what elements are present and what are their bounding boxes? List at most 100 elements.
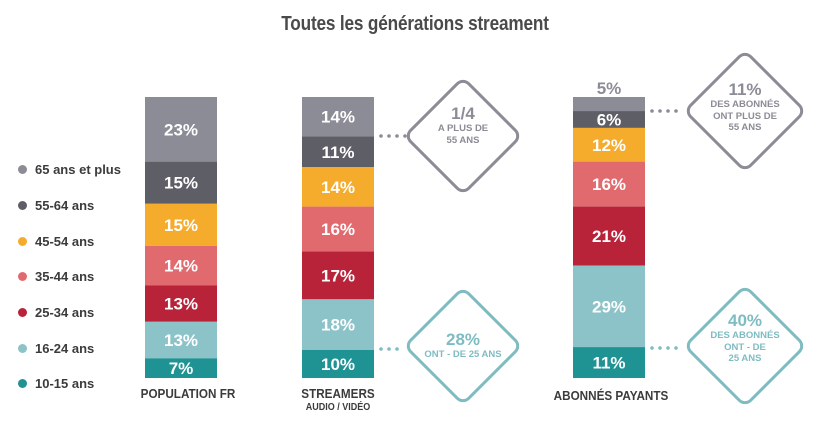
callout-diamond xyxy=(686,52,804,170)
legend-dot-icon xyxy=(18,379,27,389)
bar-segment xyxy=(145,245,217,286)
callout-line: ONT PLUS DE xyxy=(713,110,777,122)
bar-segment xyxy=(573,97,645,112)
data-label: 11% xyxy=(592,354,625,373)
connector-dot xyxy=(666,346,670,350)
category-sublabel: AUDIO / VIDÉO xyxy=(305,402,371,413)
legend-label: 65 ans et plus xyxy=(35,162,121,178)
connector-dot xyxy=(387,134,391,138)
data-label: 7% xyxy=(169,359,194,378)
connector-dot xyxy=(379,134,383,138)
callout-line: A PLUS DE xyxy=(437,123,489,134)
category-label: STREAMERS AUDIO / VIDÉO xyxy=(275,386,401,413)
callout-text: 40% DES ABONNÉS ONT - DE 25 ANS xyxy=(690,311,800,365)
data-label: 17% xyxy=(321,266,355,285)
bar-segment xyxy=(573,265,645,348)
legend-item: 16-24 ans xyxy=(18,330,121,366)
callout-line: 55 ANS xyxy=(446,134,480,146)
connector-dot xyxy=(658,109,662,113)
connector-dot xyxy=(387,347,391,351)
bar-segment xyxy=(573,206,645,266)
callout-text: 1/4 A PLUS DE 55 ANS xyxy=(417,104,509,146)
legend-dot-icon xyxy=(18,236,27,246)
data-label: 15% xyxy=(164,174,198,193)
bar-segment xyxy=(145,358,217,378)
callout-line: ONT - DE 25 ANS xyxy=(424,349,502,360)
bar-segment xyxy=(302,251,374,300)
legend-dot-icon xyxy=(18,272,27,282)
connector-dot xyxy=(395,134,399,138)
data-label: 10% xyxy=(321,355,355,374)
connector-dot xyxy=(650,109,654,113)
data-label: 15% xyxy=(164,216,198,235)
callout-text: 28% ONT - DE 25 ANS xyxy=(412,330,514,361)
category-label: ABONNÉS PAYANTS xyxy=(553,388,669,403)
bar-segment xyxy=(302,349,374,378)
bar-segment xyxy=(573,161,645,207)
data-label: 13% xyxy=(164,295,198,314)
data-label: 23% xyxy=(164,120,198,139)
bar-segment xyxy=(302,167,374,207)
connector-dot xyxy=(650,346,654,350)
legend-item: 65 ans et plus xyxy=(18,152,121,188)
legend-label: 45-54 ans xyxy=(35,233,95,249)
bar-segment xyxy=(145,161,217,204)
legend-dot-icon xyxy=(18,201,27,211)
bar-segment xyxy=(145,285,217,322)
bar-segment xyxy=(573,111,645,128)
legend-item: 10-15 ans xyxy=(18,366,121,402)
callout-text: 11% DES ABONNÉS ONT PLUS DE 55 ANS xyxy=(690,80,800,134)
category-label: POPULATION FR xyxy=(140,386,236,401)
callout-value: 11% xyxy=(728,80,762,99)
legend-item: 55-64 ans xyxy=(18,188,121,224)
connector-dot xyxy=(395,347,399,351)
bar-segment xyxy=(145,203,217,246)
callout-line: ONT - DE xyxy=(724,341,766,353)
data-label: 12% xyxy=(592,136,626,155)
connector-dot xyxy=(658,346,662,350)
connector-dot xyxy=(674,346,678,350)
data-label: 5% xyxy=(597,79,622,98)
bar-segment xyxy=(573,127,645,162)
legend-item: 45-54 ans xyxy=(18,223,121,259)
bar-segment xyxy=(145,97,217,162)
legend-label: 10-15 ans xyxy=(35,376,95,392)
data-label: 21% xyxy=(592,227,626,246)
data-label: 11% xyxy=(321,143,354,162)
legend-label: 25-34 ans xyxy=(35,305,95,321)
callout-line: 25 ANS xyxy=(728,353,762,364)
data-label: 18% xyxy=(321,316,355,335)
callout-diamond xyxy=(406,79,520,193)
legend-item: 35-44 ans xyxy=(18,259,121,295)
bar-segment xyxy=(573,347,645,378)
data-label: 6% xyxy=(597,110,622,129)
callout-value: 28% xyxy=(445,330,481,349)
data-label: 16% xyxy=(321,220,355,239)
legend-dot-icon xyxy=(18,165,27,175)
data-label: 14% xyxy=(164,257,198,276)
bar-segment xyxy=(302,206,374,252)
data-label: 14% xyxy=(321,108,355,127)
legend-item: 25-34 ans xyxy=(18,295,121,331)
data-label: 29% xyxy=(592,297,626,316)
callout-diamond xyxy=(406,289,520,403)
chart-title: Toutes les générations streament xyxy=(281,13,549,35)
legend-label: 55-64 ans xyxy=(35,198,95,214)
connector-dot xyxy=(666,109,670,113)
bar-segment xyxy=(302,299,374,350)
callout-line: DES ABONNÉS xyxy=(710,330,780,341)
data-label: 16% xyxy=(592,175,626,194)
data-label: 14% xyxy=(321,178,355,197)
legend-dot-icon xyxy=(18,343,27,353)
bar-segment xyxy=(302,136,374,168)
connector-dot xyxy=(674,109,678,113)
callout-value: 1/4 xyxy=(451,104,475,123)
legend: 65 ans et plus 55-64 ans 45-54 ans 35-44… xyxy=(18,152,121,402)
legend-label: 16-24 ans xyxy=(35,340,95,356)
connector-dot xyxy=(403,134,407,138)
legend-dot-icon xyxy=(18,308,27,318)
callout-line: DES ABONNÉS xyxy=(710,99,780,110)
bar-segment xyxy=(145,321,217,359)
callout-line: 55 ANS xyxy=(728,122,762,133)
